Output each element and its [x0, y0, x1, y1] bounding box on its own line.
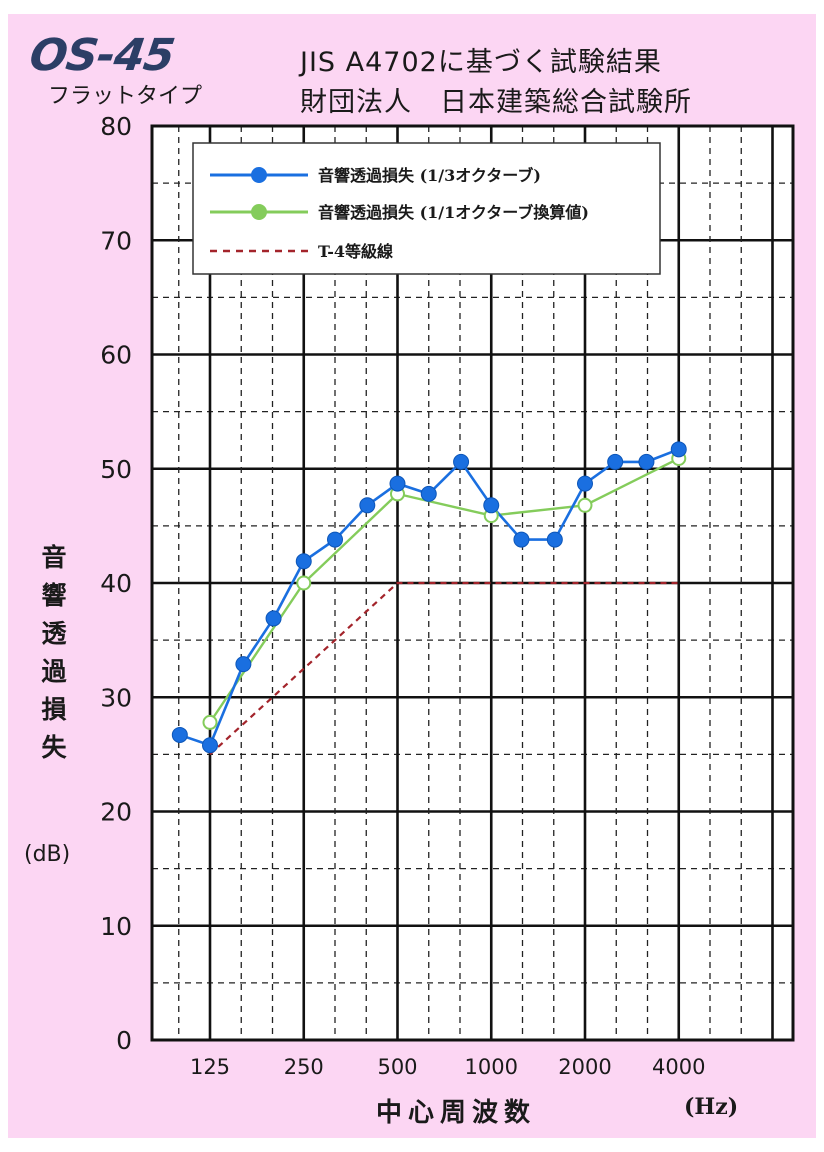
data-point-third-octave	[513, 531, 530, 548]
legend-marker-green	[251, 204, 267, 220]
data-point-third-octave	[607, 453, 624, 470]
product-subtitle: フラットタイプ	[48, 84, 203, 109]
y-axis-label-char: 過	[41, 657, 67, 686]
y-axis-label-char: 損	[41, 695, 67, 724]
x-axis-label: 中心周波数	[376, 1098, 537, 1128]
x-tick-label: 1000	[465, 1055, 518, 1079]
legend-marker-blue	[251, 167, 267, 183]
series-line-t4-grade	[209, 581, 679, 756]
data-point-third-octave	[202, 737, 218, 754]
data-point-third-octave	[483, 497, 500, 514]
chart-title-line1: JIS A4702に基づく試験結果	[300, 47, 662, 78]
chart-title-line2: 財団法人 日本建築総合試験所	[300, 87, 692, 118]
x-tick-label: 2000	[558, 1055, 611, 1079]
legend-label: T-4等級線	[318, 242, 393, 261]
data-point-third-octave	[171, 726, 188, 743]
y-tick-label: 20	[100, 798, 132, 827]
data-point-third-octave	[265, 610, 282, 627]
x-axis-unit: (Hz)	[684, 1094, 739, 1120]
x-tick-label: 125	[190, 1055, 230, 1079]
data-point-third-octave	[389, 475, 406, 492]
data-point-octave	[577, 497, 593, 513]
data-point-third-octave	[577, 475, 593, 492]
y-tick-label: 70	[100, 226, 132, 255]
x-tick-label: 4000	[652, 1055, 705, 1079]
data-point-third-octave	[359, 497, 376, 514]
legend-label: 音響透過損失 (1/3オクターブ)	[318, 166, 541, 185]
y-axis-label-char: 響	[41, 581, 67, 610]
data-point-third-octave	[638, 453, 655, 470]
y-tick-label: 40	[100, 569, 132, 598]
y-axis-label-char: 失	[41, 733, 67, 762]
y-tick-label: 60	[100, 341, 132, 370]
y-tick-label: 10	[100, 912, 132, 941]
data-point-octave	[296, 575, 312, 591]
y-axis-label-char: 透	[41, 619, 67, 648]
data-point-third-octave	[546, 531, 563, 548]
data-point-third-octave	[235, 656, 252, 673]
x-tick-label: 250	[284, 1055, 324, 1079]
y-tick-label: 80	[100, 112, 132, 141]
data-point-third-octave	[295, 553, 312, 570]
plot-frame	[150, 124, 795, 1042]
data-point-third-octave	[327, 531, 344, 548]
y-tick-label: 0	[116, 1026, 132, 1055]
y-axis-label-char: 音	[41, 543, 67, 572]
y-tick-label: 30	[100, 683, 132, 712]
data-point-octave	[202, 714, 218, 730]
y-axis-unit: (dB)	[24, 842, 71, 867]
series-line-octave	[209, 457, 680, 724]
data-point-third-octave	[453, 453, 470, 470]
data-point-third-octave	[420, 485, 437, 502]
x-tick-label: 500	[377, 1055, 417, 1079]
legend-box	[192, 142, 661, 275]
data-point-third-octave	[670, 441, 687, 458]
legend-label: 音響透過損失 (1/1オクターブ換算値)	[318, 203, 589, 222]
y-tick-label: 50	[100, 455, 132, 484]
